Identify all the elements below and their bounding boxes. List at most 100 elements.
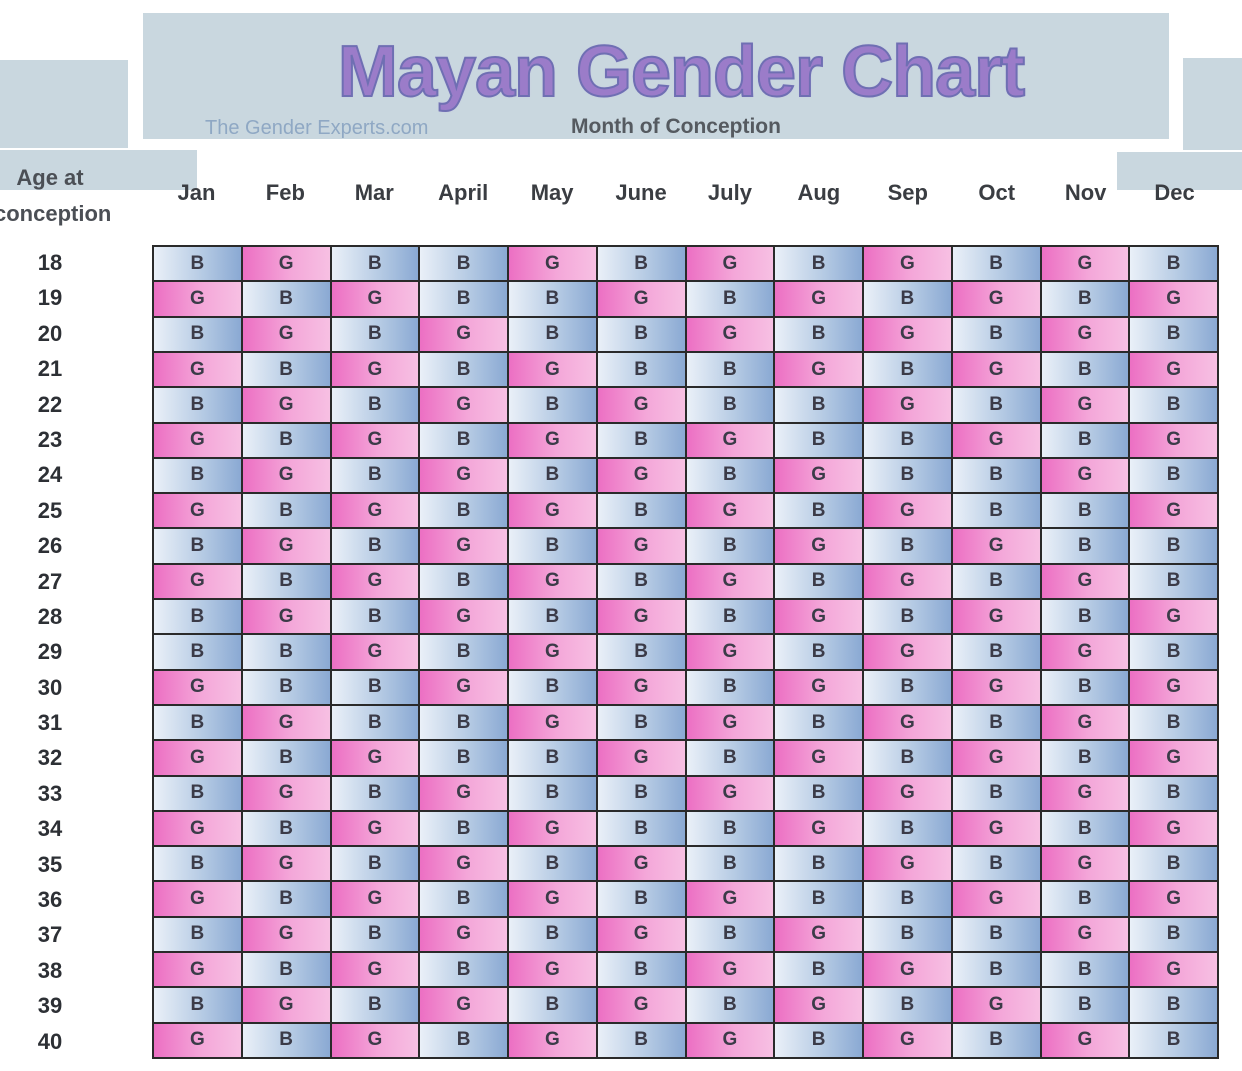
cell-age-18-nov: G (1041, 247, 1129, 281)
cell-age-33-june: B (597, 776, 685, 810)
month-header-july: July (707, 180, 752, 205)
cell-age-39-july: B (686, 988, 774, 1022)
cell-age-24-sep: B (864, 458, 951, 493)
cell-age-33-dec: B (1130, 776, 1217, 810)
cell-age-23-feb: B (242, 423, 330, 457)
cell-age-28-dec: G (1130, 600, 1217, 634)
cell-age-32-jan: G (154, 741, 241, 775)
cell-age-23-mar: G (331, 423, 419, 457)
month-header-row: Jan Feb Mar April May June July Aug Sep Oct Nov Dec (152, 180, 1219, 210)
cell-age-36-sep: B (864, 882, 951, 916)
cell-age-36-may: G (509, 882, 596, 916)
cell-age-40-jan: G (154, 1023, 241, 1057)
cell-age-38-feb: B (242, 953, 330, 987)
cell-age-34-oct: G (952, 811, 1040, 846)
cell-age-25-mar: G (331, 494, 419, 528)
cell-age-20-may: B (509, 317, 596, 351)
cell-age-28-sep: B (864, 600, 951, 634)
cell-age-28-oct: G (952, 600, 1040, 634)
cell-age-25-aug: B (775, 494, 862, 528)
cell-age-33-april: G (420, 776, 507, 810)
cell-age-30-aug: G (775, 670, 862, 704)
cell-age-20-feb: G (242, 317, 330, 351)
age-label-29: 29 (37, 639, 63, 665)
cell-age-35-april: G (420, 847, 507, 881)
cell-age-33-mar: B (331, 776, 419, 810)
cell-age-33-nov: G (1041, 776, 1129, 810)
cell-age-31-jan: B (154, 705, 241, 740)
age-label-40: 40 (37, 1028, 63, 1054)
title-banner: Mayan Gender Chart The Gender Experts.co… (140, 10, 1172, 142)
cell-age-27-may: G (509, 564, 596, 599)
cell-age-38-aug: B (775, 953, 862, 987)
cell-age-36-july: G (686, 882, 774, 916)
cell-age-32-oct: G (952, 741, 1040, 775)
cell-age-38-nov: B (1041, 953, 1129, 987)
cell-age-28-april: G (420, 600, 507, 634)
cell-age-30-nov: B (1041, 670, 1129, 704)
cell-age-32-june: G (597, 741, 685, 775)
cell-age-25-feb: B (242, 494, 330, 528)
cell-age-40-sep: G (864, 1023, 951, 1057)
month-header-jan: Jan (177, 180, 216, 205)
cell-age-20-aug: B (775, 317, 862, 351)
cell-age-35-dec: B (1130, 847, 1217, 881)
cell-age-37-june: G (597, 917, 685, 952)
cell-age-20-mar: B (331, 317, 419, 351)
cell-age-35-may: B (509, 847, 596, 881)
cell-age-28-jan: B (154, 600, 241, 634)
cell-age-39-may: B (509, 988, 596, 1022)
cell-age-34-sep: B (864, 811, 951, 846)
cell-age-26-jan: B (154, 529, 241, 563)
month-header-sep: Sep (887, 180, 928, 205)
cell-age-36-mar: G (331, 882, 419, 916)
cell-age-18-dec: B (1130, 247, 1217, 281)
month-header-dec: Dec (1154, 180, 1195, 205)
cell-age-28-mar: B (331, 600, 419, 634)
row-axis-label-line-1: Age at (16, 165, 84, 190)
cell-age-18-july: G (686, 247, 774, 281)
cell-age-30-feb: B (242, 670, 330, 704)
cell-age-27-april: B (420, 564, 507, 599)
cell-age-37-dec: B (1130, 917, 1217, 952)
cell-age-33-oct: B (952, 776, 1040, 810)
age-label-23: 23 (37, 426, 63, 452)
cell-age-29-nov: G (1041, 635, 1129, 669)
cell-age-38-mar: G (331, 953, 419, 987)
cell-age-40-mar: G (331, 1023, 419, 1057)
cell-age-29-jan: B (154, 635, 241, 669)
cell-age-39-sep: B (864, 988, 951, 1022)
cell-age-34-june: B (597, 811, 685, 846)
cell-age-27-oct: B (952, 564, 1040, 599)
cell-age-40-feb: B (242, 1023, 330, 1057)
cell-age-30-dec: G (1130, 670, 1217, 704)
cell-age-31-june: B (597, 705, 685, 740)
cell-age-19-may: B (509, 282, 596, 316)
cell-age-24-april: G (420, 458, 507, 493)
cell-age-29-oct: B (952, 635, 1040, 669)
cell-age-29-april: B (420, 635, 507, 669)
cell-age-27-feb: B (242, 564, 330, 599)
month-header-aug: Aug (797, 180, 841, 205)
cell-age-27-aug: B (775, 564, 862, 599)
cell-age-40-nov: G (1041, 1023, 1129, 1057)
month-header-feb: Feb (265, 180, 305, 205)
cell-age-27-dec: B (1130, 564, 1217, 599)
cell-age-18-april: B (420, 247, 507, 281)
cell-age-18-feb: G (242, 247, 330, 281)
cell-age-22-july: B (686, 388, 774, 422)
cell-age-24-oct: B (952, 458, 1040, 493)
cell-age-30-oct: G (952, 670, 1040, 704)
cell-age-22-may: B (509, 388, 596, 422)
cell-age-24-feb: G (242, 458, 330, 493)
cell-age-27-nov: G (1041, 564, 1129, 599)
cell-age-37-may: B (509, 917, 596, 952)
cell-age-18-mar: B (331, 247, 419, 281)
cell-age-40-aug: B (775, 1023, 862, 1057)
cell-age-34-feb: B (242, 811, 330, 846)
cell-age-25-jan: G (154, 494, 241, 528)
cell-age-36-june: B (597, 882, 685, 916)
cell-age-21-nov: B (1041, 352, 1129, 387)
cell-age-36-oct: G (952, 882, 1040, 916)
cell-age-24-dec: B (1130, 458, 1217, 493)
